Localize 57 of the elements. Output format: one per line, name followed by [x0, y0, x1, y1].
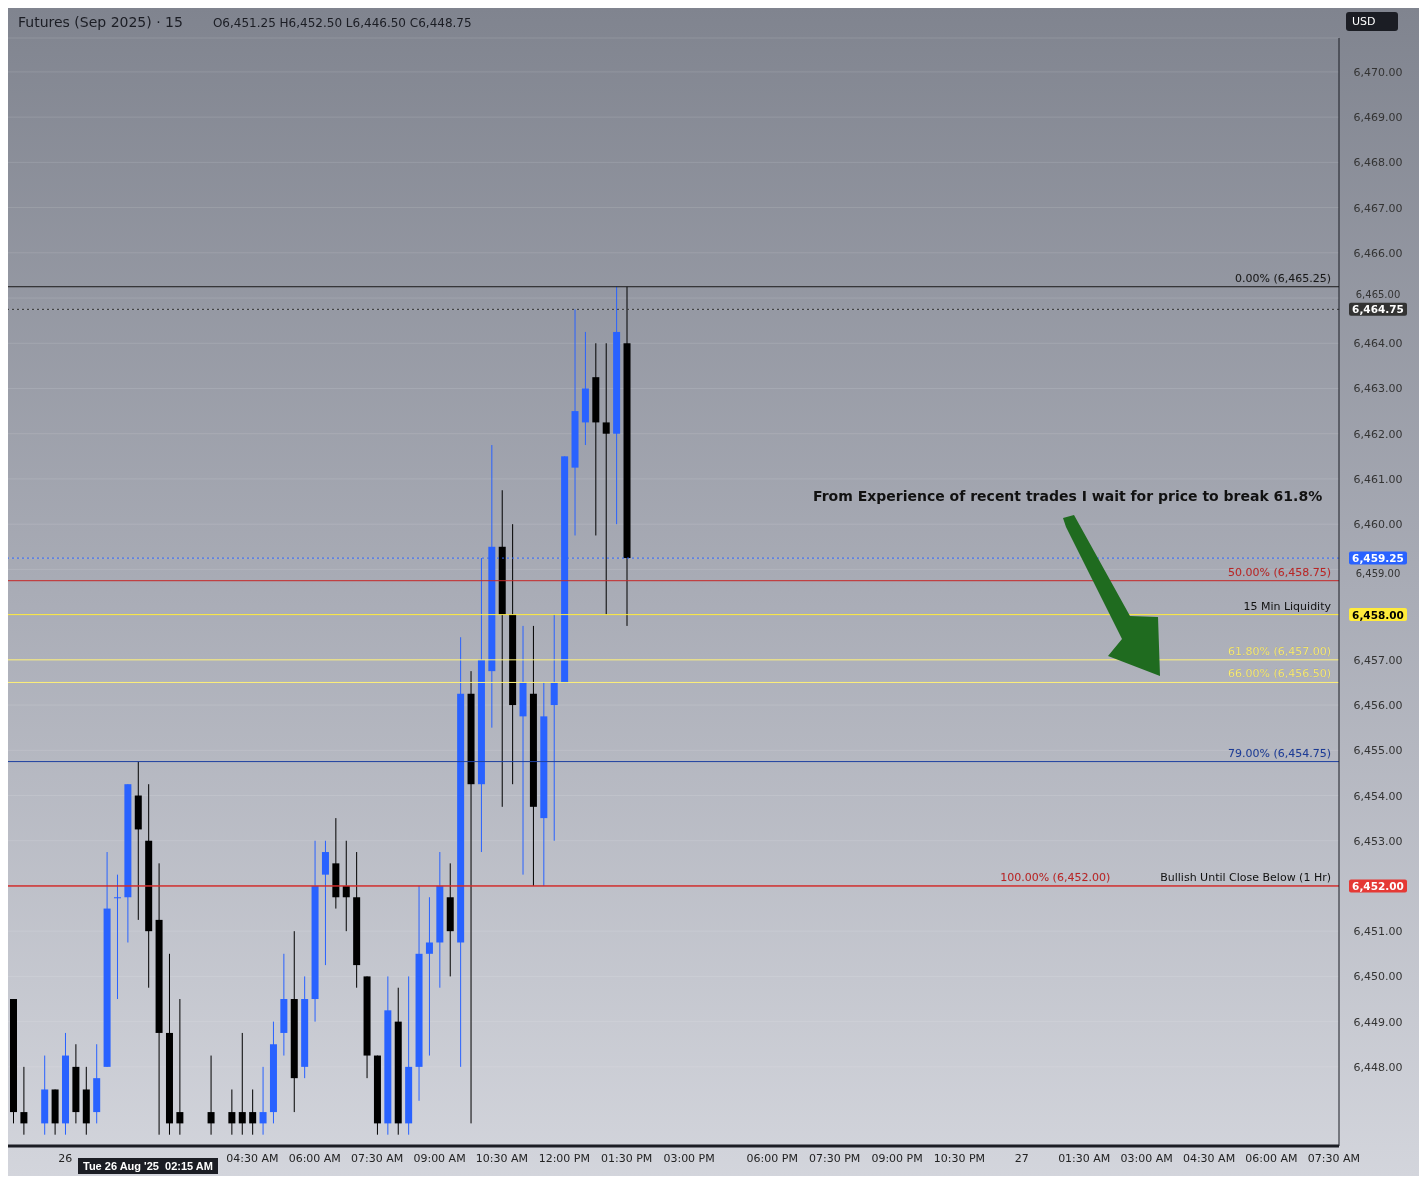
y-tick-label: 6,450.00 — [1353, 970, 1403, 984]
x-tick-label: 09:00 PM — [871, 1151, 923, 1165]
text: Tue 26 Aug '25 02:15 AM — [78, 1158, 218, 1174]
y-tick-label: 6,466.00 — [1353, 246, 1403, 260]
x-tick-label: 03:00 AM — [1120, 1151, 1173, 1165]
y-tick-label: 6,461.00 — [1353, 472, 1403, 486]
x-tick-label: 09:00 AM — [413, 1151, 466, 1165]
ref-line-label: 0.00% (6,465.25) — [1234, 271, 1331, 285]
y-tick-label: 6,464.00 — [1353, 337, 1403, 351]
x-tick-label: 27 — [1014, 1151, 1029, 1165]
y-tick-label: 6,459.25 — [1352, 552, 1404, 565]
y-tick-label: 6,464.75 — [1352, 303, 1404, 316]
x-tick-label: 07:30 PM — [809, 1151, 861, 1165]
y-tick-label: 6,456.00 — [1353, 699, 1403, 713]
y-tick-label: 6,468.00 — [1353, 156, 1403, 170]
annotation: 15 Min Liquidity — [1243, 599, 1332, 613]
y-tick-label: 6,462.00 — [1353, 427, 1403, 441]
ref-line-label: 50.00% (6,458.75) — [1227, 565, 1331, 579]
y-tick-label: 6,469.00 — [1353, 111, 1403, 125]
x-tick-label: 06:00 AM — [288, 1151, 341, 1165]
x-tick-label: 06:00 AM — [1245, 1151, 1298, 1165]
y-tick-label: 6,470.00 — [1353, 65, 1403, 79]
x-tick-label: 01:30 PM — [601, 1151, 653, 1165]
y-tick-label: 6,452.00 — [1352, 879, 1404, 892]
y-tick-label: 6,465.00 — [1355, 289, 1401, 301]
x-tick-label: 10:30 PM — [933, 1151, 986, 1165]
chart-subtitle: O6,451.25 H6,452.50 L6,446.50 C6,448.75 — [212, 16, 472, 30]
y-tick-label: 6,457.00 — [1353, 653, 1403, 667]
x-tick-label: 04:30 AM — [226, 1151, 279, 1165]
x-tick-label: 07:30 AM — [351, 1151, 404, 1165]
y-tick-label: 6,458.00 — [1352, 608, 1404, 621]
chart-title: Futures (Sep 2025) · 15 — [18, 14, 183, 30]
x-tick-label: 10:30 AM — [475, 1151, 529, 1165]
y-tick-label: 6,449.00 — [1353, 1015, 1403, 1029]
x-tick-label: 01:30 AM — [1058, 1151, 1111, 1165]
ref-line-label: 66.00% (6,456.50) — [1227, 667, 1331, 681]
y-tick-label: 6,459.00 — [1355, 568, 1401, 580]
y-tick-label: 6,463.00 — [1353, 382, 1403, 396]
y-tick-label: 6,454.00 — [1353, 789, 1403, 803]
ref-line-label: 79.00% (6,454.75) — [1227, 746, 1331, 760]
ref-line-label: 61.80% (6,457.00) — [1227, 644, 1331, 658]
x-tick-label: 06:00 PM — [746, 1151, 798, 1165]
y-tick-label: 6,460.00 — [1353, 518, 1403, 532]
annotation: From Experience of recent trades I wait for price to break 61.8% — [813, 488, 1323, 504]
ref-line-label: 100.00% (6,452.00) — [1000, 870, 1111, 884]
x-tick-label: 26 — [58, 1151, 73, 1165]
text: USD — [1346, 12, 1398, 31]
y-tick-label: 6,467.00 — [1353, 201, 1403, 215]
y-tick-label: 6,448.00 — [1353, 1060, 1403, 1074]
y-tick-label: 6,455.00 — [1353, 744, 1403, 758]
y-tick-label: 6,451.00 — [1353, 925, 1403, 939]
x-tick-label: 04:30 AM — [1182, 1151, 1236, 1165]
x-tick-label: 07:30 AM — [1307, 1151, 1360, 1165]
x-tick-label: 03:00 PM — [663, 1151, 715, 1165]
annotation: Bullish Until Close Below (1 Hr) — [1160, 870, 1331, 884]
x-tick-label: 12:00 PM — [538, 1151, 590, 1165]
y-tick-label: 6,453.00 — [1353, 834, 1403, 848]
